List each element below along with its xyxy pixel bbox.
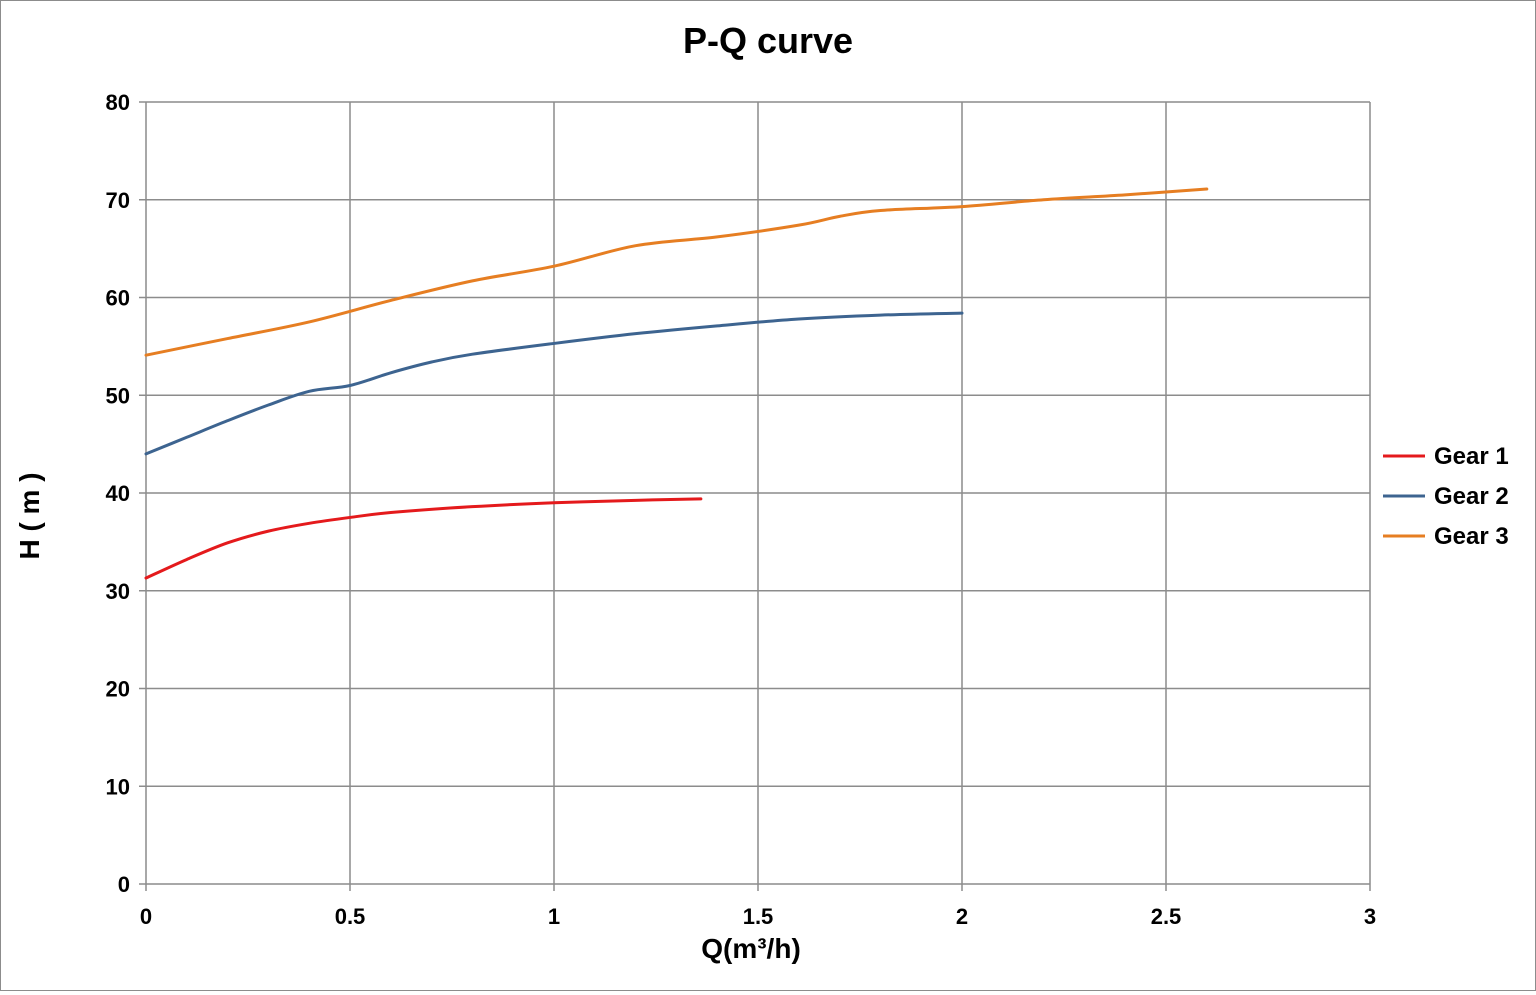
y-tick-label: 40: [106, 481, 130, 506]
legend-label-gear-2: Gear 2: [1434, 483, 1509, 510]
tick-labels: 0 10 20 30 40 50 60 70 80 0 0.5 1 1.5 2 2.5 3: [106, 90, 1377, 929]
y-tick-label: 70: [106, 188, 130, 213]
series-lines: [144, 187, 1209, 580]
y-tick-label: 10: [106, 774, 130, 799]
series-line-gear-3: [144, 187, 1209, 357]
y-tick-label: 20: [106, 677, 130, 702]
y-tick-label: 0: [118, 872, 130, 897]
y-tick-label: 80: [106, 90, 130, 115]
x-tick-label: 2.5: [1151, 904, 1182, 929]
grid: [139, 101, 1371, 891]
legend-label-gear-3: Gear 3: [1434, 523, 1509, 550]
series-line-gear-1: [144, 497, 703, 580]
x-tick-label: 3: [1364, 904, 1376, 929]
legend-label-gear-1: Gear 1: [1434, 443, 1509, 470]
y-axis-title: H ( m ): [14, 472, 45, 559]
chart-title: P-Q curve: [683, 20, 853, 61]
x-tick-label: 1: [548, 904, 560, 929]
x-tick-label: 0: [140, 904, 152, 929]
x-tick-label: 2: [956, 904, 968, 929]
y-tick-label: 60: [106, 286, 130, 311]
x-tick-label: 1.5: [743, 904, 774, 929]
x-axis-title: Q(m³/h): [701, 933, 801, 964]
y-tick-label: 30: [106, 579, 130, 604]
y-tick-label: 50: [106, 383, 130, 408]
legend: Gear 1 Gear 2 Gear 3: [1383, 443, 1509, 550]
series-line-gear-2: [144, 311, 964, 456]
x-tick-label: 0.5: [335, 904, 366, 929]
